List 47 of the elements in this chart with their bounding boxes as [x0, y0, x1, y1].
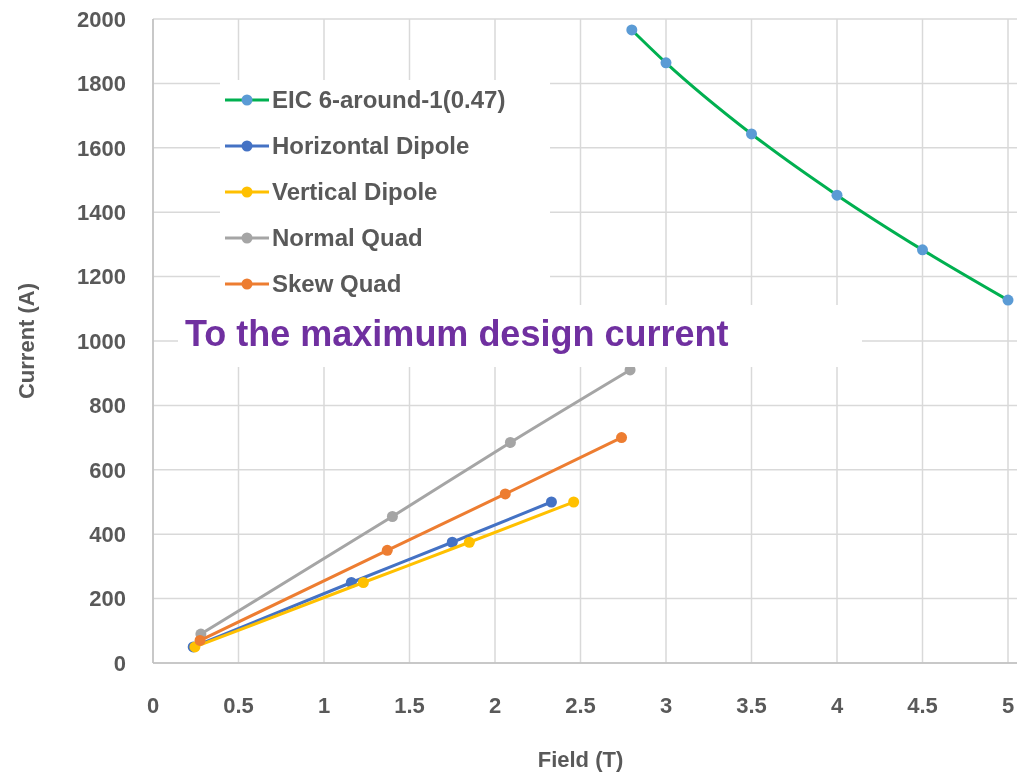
x-tick-label: 3	[659, 693, 673, 718]
x-tick-label: 4.5	[907, 693, 938, 718]
legend-label: EIC 6-around-1(0.47)	[272, 86, 506, 114]
point	[194, 634, 206, 646]
legend-label: Horizontal Dipole	[272, 132, 470, 160]
x-tick-label: 3.5	[736, 693, 767, 718]
x-tick-label: 1.5	[394, 693, 425, 718]
y-tick-label: 2000	[77, 6, 126, 32]
y-tick-label: 1600	[77, 135, 126, 161]
x-tick-label: 2.5	[565, 693, 596, 718]
x-tick-label: 0	[146, 693, 160, 718]
y-tick-label: 400	[89, 521, 126, 547]
x-tick-label: 4	[830, 693, 844, 718]
point	[504, 436, 516, 448]
point	[1002, 294, 1014, 306]
point	[446, 536, 458, 548]
x-tick-label: 1	[317, 693, 331, 718]
point	[568, 496, 580, 508]
y-tick-label: 1200	[77, 264, 126, 290]
legend-label: Vertical Dipole	[272, 178, 438, 206]
point	[386, 511, 398, 522]
y-axis-title: Current (A)	[14, 282, 39, 400]
point	[660, 57, 672, 69]
point	[357, 577, 369, 588]
y-tick-label: 0	[113, 650, 126, 676]
annotation: To the maximum design current	[185, 312, 729, 354]
y-tick-label: 800	[89, 393, 126, 419]
y-tick-label: 1400	[77, 199, 126, 225]
point	[626, 24, 638, 36]
x-tick-label: 5	[1001, 693, 1015, 718]
y-tick-label: 200	[89, 586, 126, 612]
point	[917, 244, 928, 256]
legend-label: Skew Quad	[272, 270, 402, 298]
x-axis-title: Field (T)	[537, 747, 624, 772]
point	[831, 189, 843, 201]
legend-label: Normal Quad	[272, 224, 423, 252]
x-tick-label: 0.5	[223, 693, 254, 718]
point	[746, 128, 757, 140]
x-tick-label: 2	[488, 693, 502, 718]
point	[463, 536, 475, 548]
point	[381, 544, 393, 556]
y-tick-label: 1000	[77, 328, 126, 354]
point	[499, 488, 511, 500]
point	[545, 496, 557, 508]
point	[616, 432, 628, 444]
y-tick-label: 600	[89, 457, 126, 483]
y-tick-label: 1800	[77, 71, 126, 97]
